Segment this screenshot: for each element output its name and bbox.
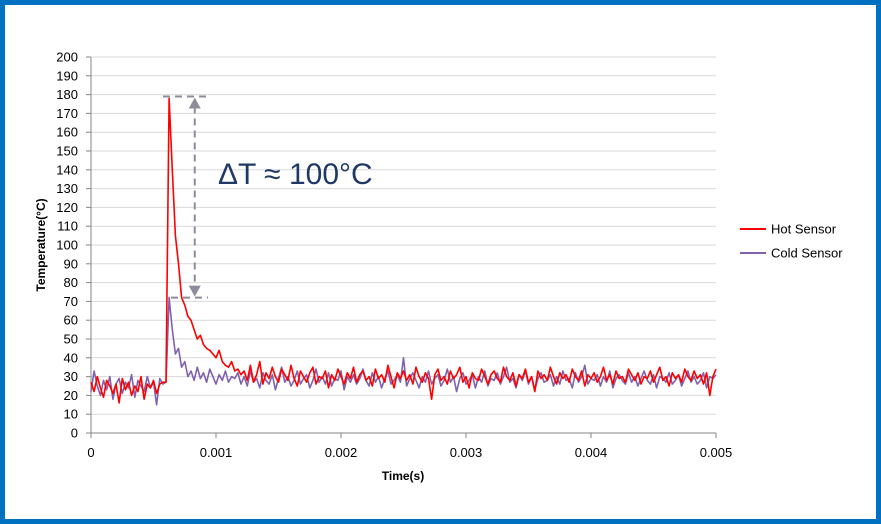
x-tick-label: 0 <box>87 445 94 460</box>
x-tick-label: 0.002 <box>325 445 358 460</box>
y-tick-label: 100 <box>56 238 78 253</box>
y-tick-label: 170 <box>56 106 78 121</box>
y-tick-label: 40 <box>64 350 78 365</box>
x-tick-label: 0.001 <box>200 445 233 460</box>
y-tick-label: 30 <box>64 369 78 384</box>
legend-label: Hot Sensor <box>771 222 837 237</box>
x-axis-label: Time(s) <box>382 469 424 483</box>
y-tick-label: 110 <box>57 219 78 234</box>
series-lines <box>90 97 717 406</box>
y-axis-label: Temperature(°C) <box>34 198 48 291</box>
cold-sensor-line <box>90 296 717 406</box>
arrow-head-up-icon <box>188 97 201 109</box>
y-tick-label: 0 <box>71 426 78 441</box>
y-tick-label: 180 <box>56 87 78 102</box>
annotation-text: ΔT ≈ 100°C <box>218 158 373 191</box>
y-tick-label: 60 <box>64 313 78 328</box>
y-tick-label: 150 <box>56 144 78 159</box>
y-tick-label: 90 <box>64 256 78 271</box>
y-tick-label: 200 <box>56 50 78 65</box>
y-tick-label: 120 <box>56 200 78 215</box>
y-tick-label: 10 <box>64 407 78 422</box>
y-tick-label: 50 <box>64 332 78 347</box>
y-tick-label: 130 <box>56 181 78 196</box>
x-tick-label: 0.004 <box>575 445 608 460</box>
y-tick-label: 160 <box>56 125 78 140</box>
delta-t-annotation <box>163 95 209 299</box>
x-tick-label: 0.005 <box>700 445 733 460</box>
x-axis: 0 0.001 0.002 0.003 0.004 0.005 <box>87 432 733 460</box>
legend-label: Cold Sensor <box>771 246 843 261</box>
hot-sensor-line <box>90 97 717 404</box>
legend: Hot Sensor Cold Sensor <box>740 222 843 261</box>
y-tick-label: 20 <box>64 388 78 403</box>
y-axis: 0 10 20 30 40 50 60 70 80 90 100 110 120 130 140 150 160… <box>56 50 92 441</box>
y-tick-label: 80 <box>64 275 78 290</box>
y-tick-label: 70 <box>64 294 78 309</box>
x-tick-label: 0.003 <box>450 445 483 460</box>
y-tick-label: 140 <box>56 162 78 177</box>
y-tick-label: 190 <box>56 68 78 83</box>
arrow-head-down-icon <box>188 285 201 297</box>
